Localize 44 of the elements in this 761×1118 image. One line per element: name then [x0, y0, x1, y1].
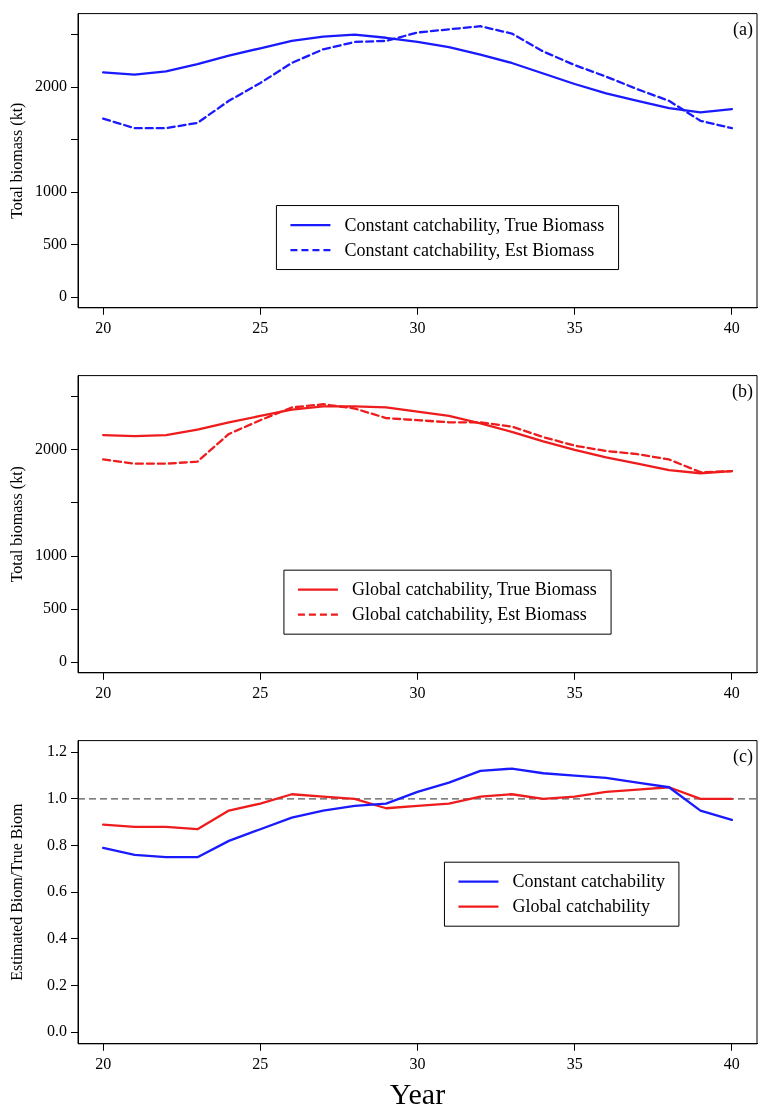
- y-tick-label: 2000: [35, 77, 67, 95]
- annotation: (b): [732, 381, 753, 403]
- x-tick-label: 25: [252, 683, 269, 701]
- annotation: (a): [733, 19, 753, 41]
- x-tick-label: 30: [409, 318, 426, 336]
- x-tick-label: 35: [566, 318, 583, 336]
- y-axis-title: Total biomass (kt): [7, 102, 26, 219]
- y-tick-label: 0.2: [47, 975, 67, 993]
- y-tick-label: 500: [43, 599, 67, 617]
- x-tick-label: 25: [252, 1054, 269, 1072]
- y-tick-label: 500: [43, 234, 67, 252]
- x-tick-label: 30: [409, 1054, 426, 1072]
- x-tick-label: 20: [95, 683, 112, 701]
- y-tick-label: 0: [59, 652, 67, 670]
- annotation: (c): [733, 746, 753, 768]
- legend-label: Global catchability, Est Biomass: [351, 604, 587, 625]
- x-tick-label: 35: [566, 683, 583, 701]
- x-tick-label: 40: [723, 318, 740, 336]
- y-tick-label: 0.0: [47, 1022, 67, 1040]
- x-tick-label: 30: [409, 683, 426, 701]
- y-tick-label: 1000: [35, 546, 67, 564]
- y-tick-label: 0: [59, 287, 67, 305]
- legend-label: Global catchability: [512, 896, 650, 917]
- y-tick-label: 1000: [35, 182, 67, 200]
- y-tick-label: 0.4: [47, 929, 67, 947]
- y-tick-label: 0.8: [47, 835, 67, 853]
- x-tick-label: 25: [252, 318, 269, 336]
- x-tick-label: 20: [95, 1054, 112, 1072]
- y-axis-title: Total biomass (kt): [7, 466, 26, 583]
- y-tick-label: 1.0: [47, 789, 67, 807]
- x-axis-title: Year: [389, 1076, 446, 1110]
- x-tick-label: 35: [566, 1054, 583, 1072]
- legend-label: Constant catchability, Est Biomass: [344, 239, 595, 260]
- x-tick-label: 20: [95, 318, 112, 336]
- y-axis-title: Estimated Biom/True Biom: [7, 803, 25, 981]
- y-tick-label: 1.2: [47, 742, 67, 760]
- legend-label: Constant catchability: [512, 871, 665, 892]
- x-tick-label: 40: [723, 1054, 740, 1072]
- legend-label: Constant catchability, True Biomass: [344, 214, 605, 235]
- y-tick-label: 0.6: [47, 882, 67, 900]
- x-tick-label: 40: [723, 683, 740, 701]
- legend-label: Global catchability, True Biomass: [351, 579, 597, 600]
- line-series: [102, 25, 733, 130]
- y-tick-label: 2000: [35, 440, 67, 458]
